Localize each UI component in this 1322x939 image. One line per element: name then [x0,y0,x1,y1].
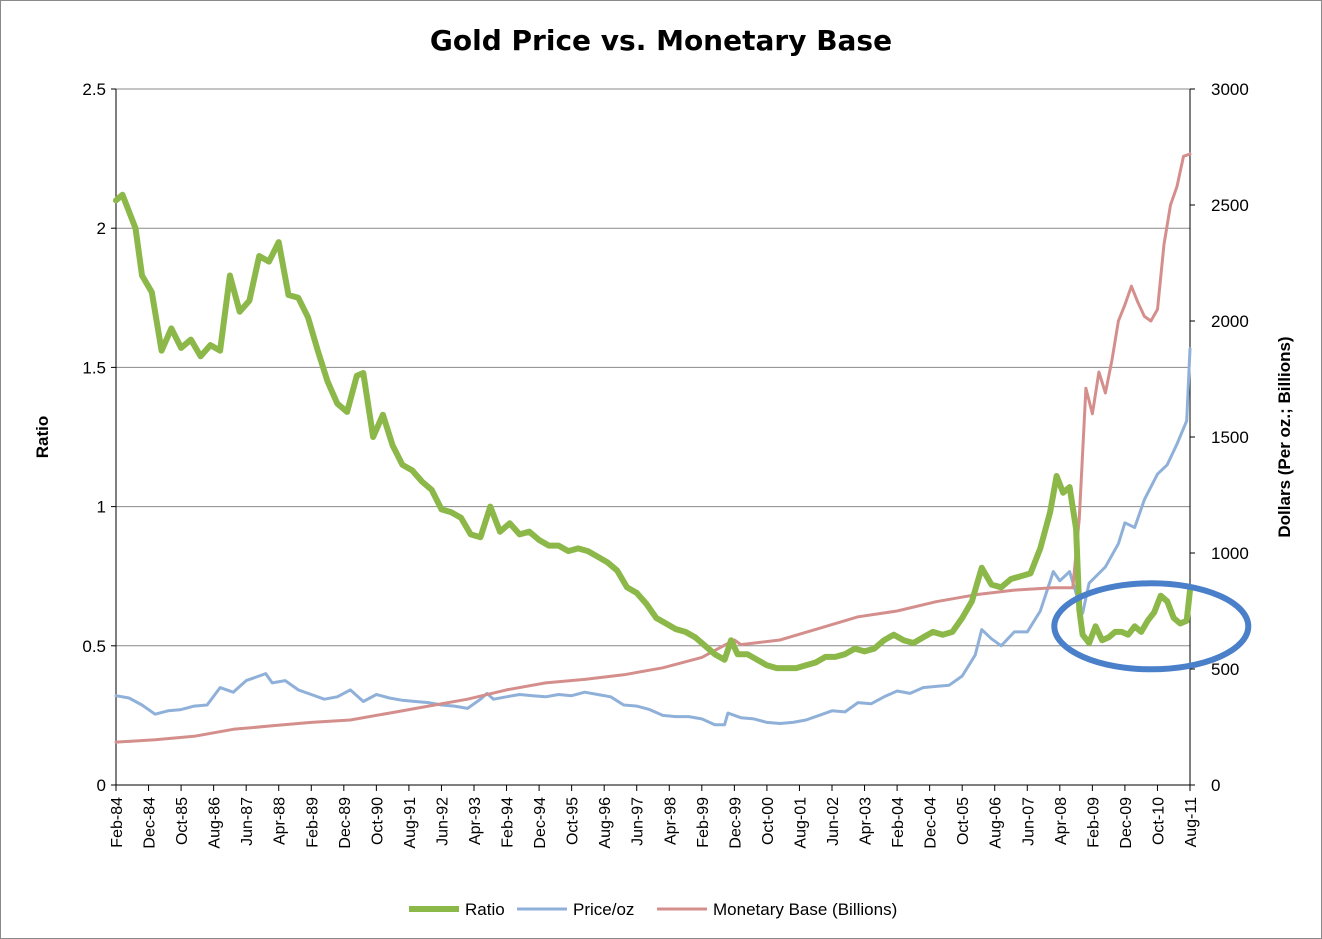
x-tick-label: Aug-06 [988,797,1005,849]
x-tick-label: Apr-03 [858,797,875,845]
x-tick-label: Feb-94 [500,797,517,848]
x-tick-label: Jun-02 [825,797,842,846]
x-tick-label: Oct-00 [760,797,777,845]
y-tick-label-right: 2500 [1211,196,1249,215]
y-tick-label-right: 1000 [1211,544,1249,563]
gridlines [116,88,1190,786]
axes: 0 0.5 1 1.5 2 2.5 0 500 1000 1500 2000 2500 3000 Feb-… [82,80,1248,849]
y-tick-label-left: 1 [97,498,106,517]
x-tick-label: Oct-85 [174,797,191,845]
y-tick-label-left: 2 [97,219,106,238]
x-tick-label: Aug-01 [792,797,809,849]
legend: Ratio Price/oz Monetary Base (Billions) [409,900,897,919]
x-tick-label: Oct-05 [955,797,972,845]
y-axis-label-right: Dollars (Per oz.; Billions) [1275,336,1294,537]
x-tick-label: Dec-99 [727,797,744,849]
y-tick-label-right: 2000 [1211,312,1249,331]
x-tick-label: Aug-11 [1183,797,1200,848]
x-tick-label: Feb-84 [109,797,126,848]
x-tick-label: Apr-93 [467,797,484,845]
x-tick-label: Feb-04 [890,797,907,848]
x-tick-label: Feb-99 [695,797,712,848]
x-tick-label: Feb-09 [1085,797,1102,848]
y-tick-label-right: 0 [1211,776,1220,795]
chart-title: Gold Price vs. Monetary Base [429,24,893,57]
y-tick-label-right: 3000 [1211,80,1249,99]
x-tick-label: Jun-07 [1020,797,1037,846]
series-line-ratio [113,191,1193,672]
x-tick-label: Jun-92 [434,797,451,846]
x-tick-label: Dec-94 [532,797,549,849]
x-tick-label: Apr-08 [1053,797,1070,845]
x-tick-label: Apr-98 [662,797,679,845]
y-tick-label-left: 0 [97,776,106,795]
x-tick-label: Oct-10 [1150,797,1167,845]
x-tick-label: Dec-89 [337,797,354,849]
series-line-monetary-base-billions [114,152,1192,744]
y-tick-label-right: 500 [1211,660,1239,679]
x-tick-label: Oct-90 [369,797,386,845]
x-tick-label: Aug-96 [597,797,614,849]
legend-label: Monetary Base (Billions) [713,900,897,919]
x-tick-label: Dec-04 [923,797,940,849]
x-tick-label: Apr-88 [272,797,289,845]
y-tick-label-left: 2.5 [82,80,106,99]
x-tick-label: Jun-87 [239,797,256,846]
x-tick-label: Aug-91 [402,797,419,849]
legend-label: Price/oz [573,900,634,919]
x-tick-label: Jun-97 [630,797,647,846]
x-tick-label: Feb-89 [304,797,321,848]
y-axis-label-left: Ratio [33,416,52,459]
x-tick-label: Dec-84 [142,797,159,849]
y-tick-label-left: 1.5 [82,358,106,377]
legend-label: Ratio [465,900,505,919]
x-tick-label: Oct-95 [565,797,582,845]
highlight-ellipse [1051,580,1252,673]
y-tick-label-right: 1500 [1211,428,1249,447]
series-line-price-oz [114,347,1192,727]
series-lines [113,152,1193,744]
x-tick-label: Dec-09 [1118,797,1135,849]
y-tick-label-left: 0.5 [82,637,106,656]
x-tick-label: Aug-86 [207,797,224,849]
